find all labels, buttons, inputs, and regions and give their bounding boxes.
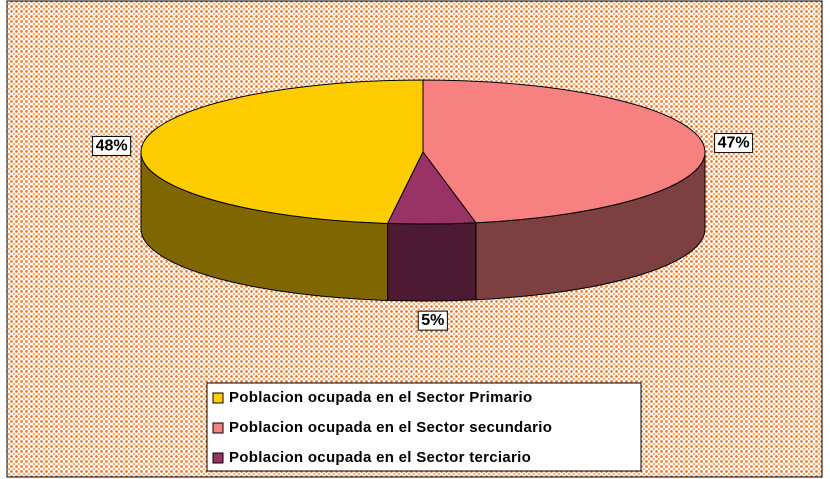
data-label-text: 5% [421,312,444,329]
pie-slice [140,79,424,224]
legend: Poblacion ocupada en el Sector Primario P… [206,382,642,472]
data-label: 47% [714,133,754,154]
data-label: 48% [92,135,132,156]
pie-slice [386,151,477,225]
legend-label: Poblacion ocupada en el Sector terciario [229,449,531,466]
data-label-box [417,310,448,331]
legend-swatch [212,452,224,464]
pie-sides [140,151,706,302]
data-label-text: 48% [96,137,128,154]
legend-box [206,382,642,472]
data-label-text: 47% [718,135,750,152]
data-label-box [92,135,132,156]
legend-label: Poblacion ocupada en el Sector secundari… [229,419,552,436]
pie-slice [422,79,706,224]
pie-side [387,222,477,302]
pie-tops [140,79,706,225]
legend-swatch [212,392,224,404]
legend-label: Poblacion ocupada en el Sector Primario [229,389,532,406]
legend-swatch [212,422,224,434]
data-label: 5% [417,310,448,331]
data-label-box [714,133,754,154]
